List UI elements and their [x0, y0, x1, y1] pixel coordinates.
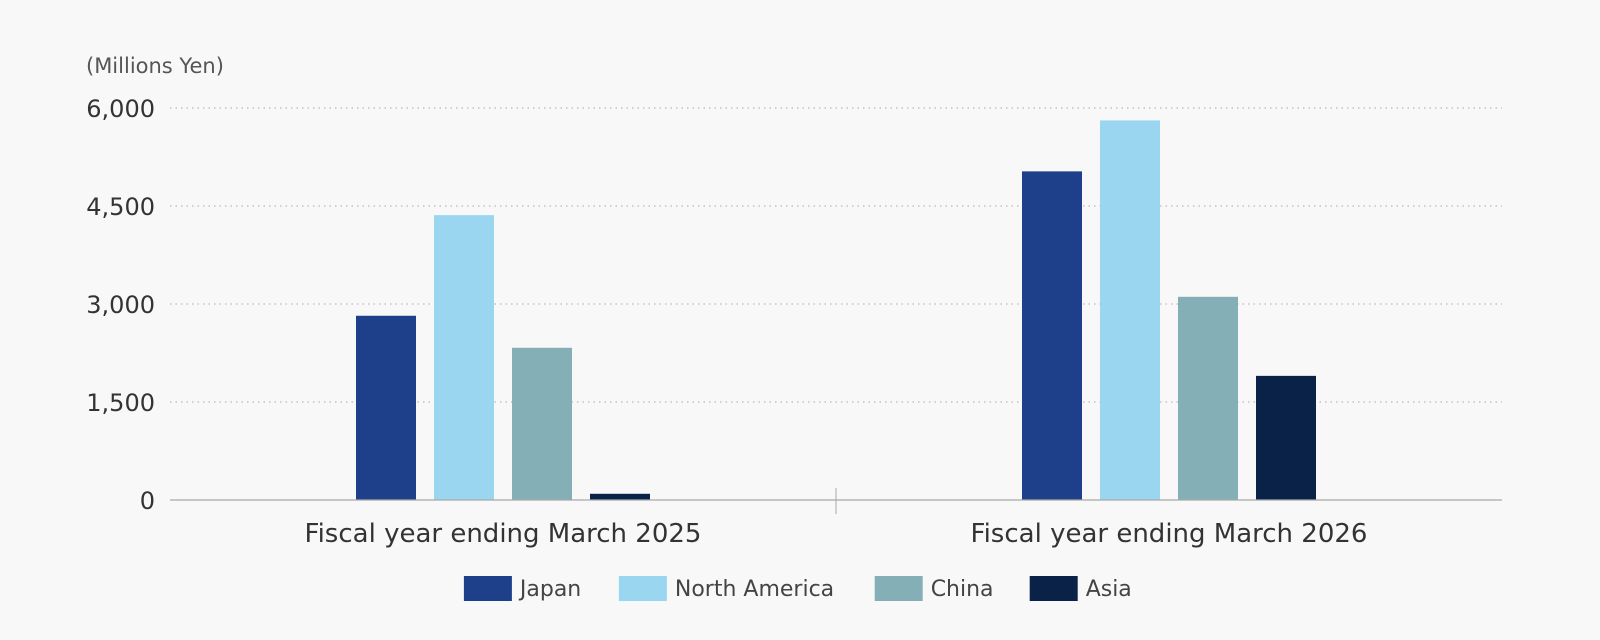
bar-china: [1178, 296, 1238, 500]
y-tick-label: 0: [140, 487, 155, 515]
legend-label: Japan: [518, 577, 581, 602]
legend-label: North America: [675, 577, 834, 602]
y-tick-label: 1,500: [86, 389, 155, 417]
x-axis-categories: Fiscal year ending March 2025 Fiscal year…: [305, 519, 1368, 549]
bar-china: [512, 347, 572, 500]
y-tick-label: 6,000: [86, 95, 155, 123]
bar-asia: [590, 493, 650, 500]
bar-north-america: [1100, 120, 1160, 500]
bar-asia: [1256, 375, 1316, 500]
legend-swatch-china: [874, 576, 923, 601]
legend-swatch-north-america: [618, 576, 667, 601]
bars: [356, 120, 1316, 500]
y-tick-label: 4,500: [86, 193, 155, 221]
x-category-label: Fiscal year ending March 2025: [305, 519, 702, 549]
legend-label: China: [931, 577, 994, 602]
y-tick-label: 3,000: [86, 291, 155, 319]
x-category-label: Fiscal year ending March 2026: [971, 519, 1368, 549]
legend-swatch-asia: [1029, 576, 1078, 601]
bar-north-america: [434, 215, 494, 500]
unit-label: (Millions Yen): [86, 54, 224, 78]
gridlines: [170, 107, 1502, 403]
legend-label: Asia: [1086, 577, 1132, 602]
legend-swatch-japan: [463, 576, 512, 601]
bar-japan: [1022, 171, 1082, 500]
y-axis-ticks: 0 1,500 3,000 4,500 6,000: [86, 95, 155, 515]
legend: Japan North America China Asia: [463, 576, 1132, 602]
bar-japan: [356, 315, 416, 500]
